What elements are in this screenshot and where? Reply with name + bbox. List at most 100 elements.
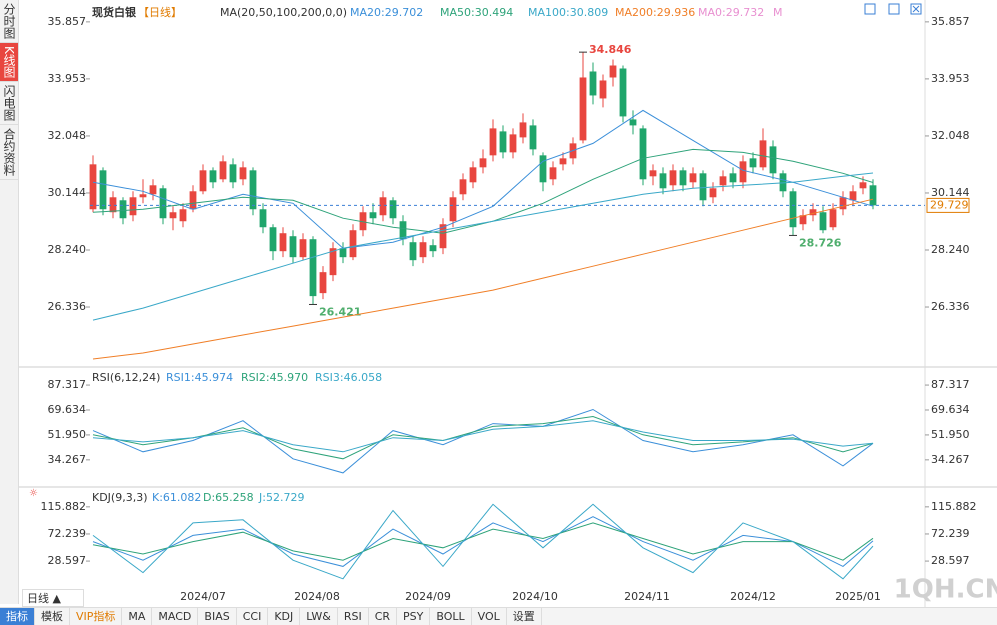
y-tick-label: 87.317 [48,378,87,391]
y-tick-label: 28.597 [931,554,970,567]
watermark: 1QH.CN [894,575,997,605]
y-tick-label: 28.240 [48,243,87,256]
toolbar-button[interactable]: MACD [152,608,199,625]
candle-body [219,161,227,180]
candle-body [149,185,157,195]
candle-body [299,239,307,258]
candle-body [599,80,607,99]
y-tick-label: 28.597 [48,554,87,567]
candle-body [419,242,427,258]
candle-body [529,125,537,150]
y-tick-label: 51.950 [48,428,87,441]
candle-body [739,161,747,183]
y-tick-label: 35.857 [931,15,970,28]
candle-body [519,122,527,138]
candle-body [119,200,127,219]
indicator-line [92,415,874,460]
candle-body [179,209,187,222]
y-tick-label: 69.634 [931,403,970,416]
toolbar-button[interactable]: 指标 [0,608,35,625]
x-tick-label: 2025/01 [835,590,881,603]
candle-body [859,182,867,189]
candle-body [619,68,627,117]
candle-body [459,179,467,195]
candle-body [449,197,457,222]
y-tick-label: 32.048 [931,129,970,142]
toolbar-button[interactable]: MA [122,608,153,625]
candle-body [489,128,497,156]
sidebar-tab[interactable]: 分时图 [0,0,18,43]
toolbar-button[interactable]: LW& [300,608,338,625]
chart-title: 现货白银 [92,5,137,19]
y-tick-label: 115.882 [41,500,87,513]
toolbar-button[interactable]: CR [369,608,398,625]
y-tick-label: 72.239 [48,527,87,540]
icon: ☼ [29,488,38,499]
sidebar-tab[interactable]: 闪电图 [0,82,18,125]
toolbar-button[interactable]: VIP指标 [70,608,123,625]
candle-body [719,176,727,186]
candle-body [609,65,617,78]
candle-body [809,209,817,216]
toolbar-button[interactable]: BIAS [198,608,237,625]
candle-body [329,248,337,276]
candle-body [849,191,857,201]
toolbar-button[interactable]: 模板 [35,608,70,625]
y-tick-label: 30.144 [48,186,87,199]
candle-body [189,191,197,210]
candle-body [159,188,167,219]
candle-body [369,212,377,219]
candle-body [349,230,357,258]
indicator-line [92,420,874,453]
x-tick-label: 2024/07 [180,590,226,603]
y-tick-label: 33.953 [48,72,87,85]
period-button[interactable]: 日线 ▲ [22,589,84,607]
y-tick-label: 87.317 [931,378,970,391]
candle-body [799,215,807,225]
candle-body [769,146,777,174]
y-tick-label: 32.048 [48,129,87,142]
toolbar-button[interactable]: PSY [397,608,431,625]
candle-body [169,212,177,219]
candle-body [379,197,387,216]
candle-body [289,236,297,258]
toolbar-button[interactable]: VOL [472,608,507,625]
sidebar-tab[interactable]: 合约资料 [0,125,18,180]
candle-body [269,227,277,252]
y-tick-label: 115.882 [931,500,977,513]
x-tick-label: 2024/10 [512,590,558,603]
candle-body [439,224,447,249]
indicator-line [92,522,874,561]
candle-body [669,170,677,186]
toolbar-button[interactable]: BOLL [430,608,472,625]
candle-body [429,245,437,252]
candle-body [789,191,797,228]
candle-body [99,170,107,210]
toolbar-button[interactable]: CCI [237,608,269,625]
panel-title: RSI(6,12,24) [92,371,160,384]
candle-body [549,167,557,180]
candle-body [259,209,267,228]
candle-body [539,155,547,183]
indicator-label: MA(20,50,100,200,0,0) [220,6,347,19]
legend-item: K:61.082 [152,491,201,504]
indicator-line [92,198,874,360]
legend-item: MA100:30.809 [528,6,608,19]
toolbar-button[interactable]: RSI [338,608,369,625]
candle-body [709,188,717,198]
period-label: 【日线】 [138,5,182,19]
y-tick-label: 26.336 [48,300,87,313]
y-tick-label: 34.267 [931,453,970,466]
toolbar-button[interactable]: 设置 [507,608,542,625]
annotation: 28.726 [799,236,842,249]
toolbar-icons [864,3,922,15]
candle-body [499,131,507,153]
y-tick-label: 28.240 [931,243,970,256]
sidebar-tab[interactable]: K线图 [0,43,18,82]
toolbar-button[interactable]: KDJ [268,608,301,625]
candle-body [339,248,347,258]
candle-body [559,158,567,165]
candle-body [779,173,787,192]
sidebar: 分时图 K线图 闪电图 合约资料 [0,0,19,604]
x-tick-label: 2024/12 [730,590,776,603]
